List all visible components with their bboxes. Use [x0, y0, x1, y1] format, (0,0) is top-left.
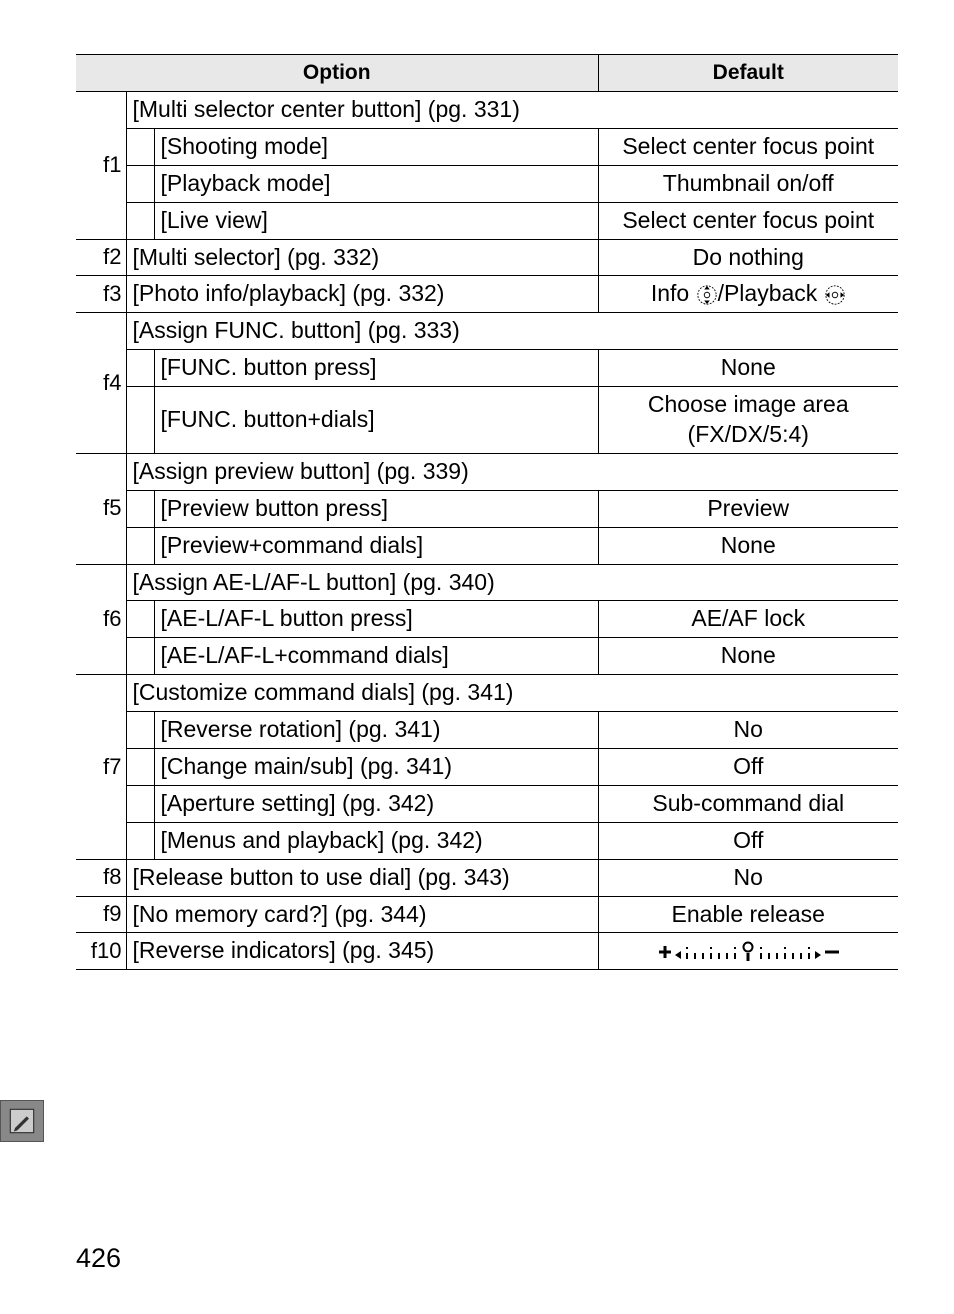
- text-prefix: Info: [651, 280, 696, 306]
- default-cell: Do nothing: [598, 239, 898, 276]
- code-cell: f8: [76, 859, 126, 896]
- page-number: 426: [76, 1243, 121, 1274]
- table-row: [Menus and playback] (pg. 342) Off: [76, 822, 898, 859]
- default-cell: No: [598, 712, 898, 749]
- table-row: f4 [Assign FUNC. button] (pg. 333): [76, 313, 898, 350]
- code-cell: f3: [76, 276, 126, 313]
- code-cell: f10: [76, 933, 126, 970]
- default-cell: AE/AF lock: [598, 601, 898, 638]
- indent-spacer: [126, 749, 154, 786]
- table-row: f2 [Multi selector] (pg. 332) Do nothing: [76, 239, 898, 276]
- table-row: f5 [Assign preview button] (pg. 339): [76, 453, 898, 490]
- table-row: [Aperture setting] (pg. 342) Sub-command…: [76, 785, 898, 822]
- code-cell: f1: [76, 92, 126, 240]
- group-header: [Assign AE-L/AF-L button] (pg. 340): [126, 564, 898, 601]
- option-cell: [Playback mode]: [154, 165, 598, 202]
- option-cell: [Preview+command dials]: [154, 527, 598, 564]
- option-cell: [Reverse rotation] (pg. 341): [154, 712, 598, 749]
- option-cell: [No memory card?] (pg. 344): [126, 896, 598, 933]
- code-cell: f9: [76, 896, 126, 933]
- table-row: [AE-L/AF-L button press] AE/AF lock: [76, 601, 898, 638]
- indent-spacer: [126, 785, 154, 822]
- table-row: f9 [No memory card?] (pg. 344) Enable re…: [76, 896, 898, 933]
- table-row: [AE-L/AF-L+command dials] None: [76, 638, 898, 675]
- indent-spacer: [126, 638, 154, 675]
- code-cell: f6: [76, 564, 126, 675]
- code-cell: f4: [76, 313, 126, 454]
- pencil-icon: [8, 1107, 36, 1135]
- default-cell: None: [598, 638, 898, 675]
- option-cell: [Release button to use dial] (pg. 343): [126, 859, 598, 896]
- table-row: [Live view] Select center focus point: [76, 202, 898, 239]
- indent-spacer: [126, 165, 154, 202]
- header-option: Option: [76, 55, 598, 92]
- table-row: [FUNC. button press] None: [76, 350, 898, 387]
- option-cell: [Multi selector] (pg. 332): [126, 239, 598, 276]
- table-row: f10 [Reverse indicators] (pg. 345): [76, 933, 898, 970]
- option-cell: [AE-L/AF-L+command dials]: [154, 638, 598, 675]
- code-cell: f5: [76, 453, 126, 564]
- indent-spacer: [126, 490, 154, 527]
- table-header-row: Option Default: [76, 55, 898, 92]
- table-row: [Preview+command dials] None: [76, 527, 898, 564]
- option-cell: [Menus and playback] (pg. 342): [154, 822, 598, 859]
- indent-spacer: [126, 387, 154, 454]
- table-row: [Reverse rotation] (pg. 341) No: [76, 712, 898, 749]
- group-header: [Customize command dials] (pg. 341): [126, 675, 898, 712]
- group-header: [Assign preview button] (pg. 339): [126, 453, 898, 490]
- default-cell: Info /Playback: [598, 276, 898, 313]
- indent-spacer: [126, 822, 154, 859]
- code-cell: f2: [76, 239, 126, 276]
- option-cell: [Change main/sub] (pg. 341): [154, 749, 598, 786]
- table-row: f3 [Photo info/playback] (pg. 332) Info …: [76, 276, 898, 313]
- table-row: f8 [Release button to use dial] (pg. 343…: [76, 859, 898, 896]
- group-header: [Multi selector center button] (pg. 331): [126, 92, 898, 129]
- default-cell: [598, 933, 898, 970]
- table-row: [Playback mode] Thumbnail on/off: [76, 165, 898, 202]
- dpad-horizontal-icon: [824, 284, 846, 306]
- exposure-indicator-icon: [653, 941, 843, 963]
- default-cell: Select center focus point: [598, 202, 898, 239]
- settings-table: Option Default f1 [Multi selector center…: [76, 54, 898, 970]
- indent-spacer: [126, 128, 154, 165]
- indent-spacer: [126, 202, 154, 239]
- option-cell: [Live view]: [154, 202, 598, 239]
- default-cell: Select center focus point: [598, 128, 898, 165]
- group-header: [Assign FUNC. button] (pg. 333): [126, 313, 898, 350]
- option-cell: [FUNC. button+dials]: [154, 387, 598, 454]
- default-cell: Preview: [598, 490, 898, 527]
- indent-spacer: [126, 601, 154, 638]
- default-cell: Off: [598, 749, 898, 786]
- option-cell: [Preview button press]: [154, 490, 598, 527]
- text-mid: /Playback: [718, 280, 824, 306]
- option-cell: [AE-L/AF-L button press]: [154, 601, 598, 638]
- table-row: [Change main/sub] (pg. 341) Off: [76, 749, 898, 786]
- indent-spacer: [126, 350, 154, 387]
- code-cell: f7: [76, 675, 126, 859]
- table-row: [Shooting mode] Select center focus poin…: [76, 128, 898, 165]
- indent-spacer: [126, 527, 154, 564]
- option-cell: [FUNC. button press]: [154, 350, 598, 387]
- option-cell: [Shooting mode]: [154, 128, 598, 165]
- table-row: f7 [Customize command dials] (pg. 341): [76, 675, 898, 712]
- option-cell: [Aperture setting] (pg. 342): [154, 785, 598, 822]
- option-cell: [Photo info/playback] (pg. 332): [126, 276, 598, 313]
- side-tab-icon: [0, 1100, 44, 1142]
- table-row: [Preview button press] Preview: [76, 490, 898, 527]
- option-cell: [Reverse indicators] (pg. 345): [126, 933, 598, 970]
- dpad-vertical-icon: [696, 284, 718, 306]
- table-row: f6 [Assign AE-L/AF-L button] (pg. 340): [76, 564, 898, 601]
- default-cell: None: [598, 350, 898, 387]
- default-cell: Choose image area (FX/DX/5:4): [598, 387, 898, 454]
- table-row: f1 [Multi selector center button] (pg. 3…: [76, 92, 898, 129]
- header-default: Default: [598, 55, 898, 92]
- default-cell: Off: [598, 822, 898, 859]
- default-cell: No: [598, 859, 898, 896]
- default-cell: Sub-command dial: [598, 785, 898, 822]
- table-row: [FUNC. button+dials] Choose image area (…: [76, 387, 898, 454]
- indent-spacer: [126, 712, 154, 749]
- default-cell: None: [598, 527, 898, 564]
- default-cell: Enable release: [598, 896, 898, 933]
- default-cell: Thumbnail on/off: [598, 165, 898, 202]
